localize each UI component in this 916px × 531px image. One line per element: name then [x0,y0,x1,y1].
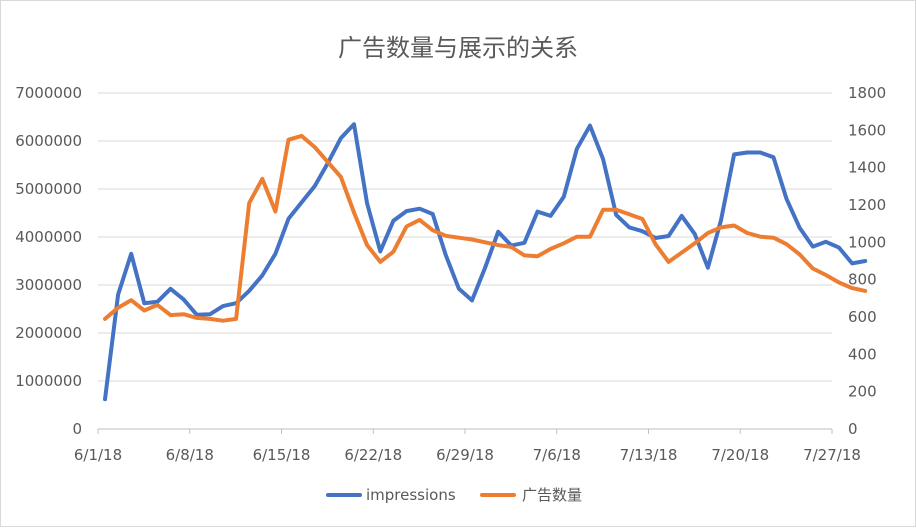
y-axis-right-tick-label: 600 [848,308,877,326]
x-axis-tick-label: 7/13/18 [620,446,678,464]
y-axis-right-tick-label: 1000 [848,233,886,251]
series-lines [103,122,868,402]
y-axis-right-tick-label: 400 [848,345,877,363]
legend: impressions 广告数量 [326,486,582,504]
legend-label: 广告数量 [522,486,582,504]
y-axis-left-tick-label: 7000000 [15,84,82,102]
x-axis-tick-label: 7/6/18 [533,446,581,464]
gridlines [98,92,832,382]
y-axis-right-tick-label: 1200 [848,196,886,214]
y-axis-left-tick-label: 6000000 [15,132,82,150]
axes: 0100000020000003000000400000050000006000… [15,84,886,464]
y-axis-left-tick-label: 2000000 [15,324,82,342]
x-axis-tick-label: 6/15/18 [253,446,311,464]
y-axis-right-tick-label: 1800 [848,84,886,102]
x-axis-tick-label: 6/22/18 [344,446,402,464]
series-line [103,122,868,402]
x-axis-tick-label: 7/20/18 [711,446,769,464]
y-axis-right-tick-label: 1600 [848,121,886,139]
x-axis-tick-label: 6/8/18 [166,446,214,464]
y-axis-left-tick-label: 4000000 [15,228,82,246]
legend-label: impressions [366,486,456,504]
y-axis-left-tick-label: 5000000 [15,180,82,198]
y-axis-left-tick-label: 3000000 [15,276,82,294]
x-axis-tick-label: 6/29/18 [436,446,494,464]
x-axis-tick-label: 7/27/18 [803,446,861,464]
y-axis-left-tick-label: 1000000 [15,372,82,390]
y-axis-right-tick-label: 800 [848,271,877,289]
x-axis-tick-label: 6/1/18 [74,446,122,464]
y-axis-left-tick-label: 0 [72,420,82,438]
series-line [103,133,868,323]
y-axis-right-tick-label: 1400 [848,159,886,177]
y-axis-right-tick-label: 200 [848,383,877,401]
chart-title: 广告数量与展示的关系 [338,34,578,62]
y-axis-right-tick-label: 0 [848,420,858,438]
